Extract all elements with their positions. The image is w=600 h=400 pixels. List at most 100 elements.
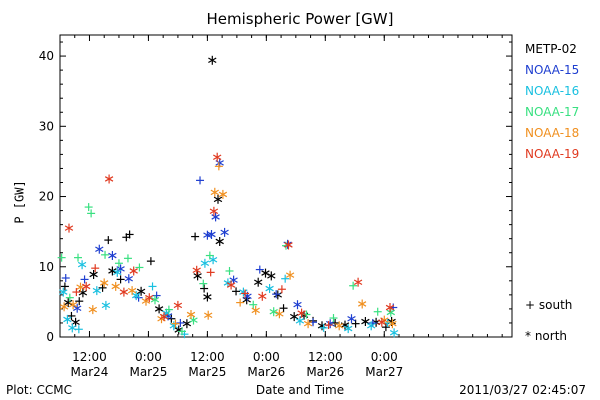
noaa-19-south-point — [241, 289, 250, 298]
noaa-18-north-point — [141, 296, 151, 306]
x-tick-time-label: 0:00 — [253, 350, 280, 364]
x-tick-date-label: Mar26 — [306, 365, 344, 379]
metp-02-north-point — [203, 292, 212, 302]
noaa-15-north-point — [73, 303, 82, 313]
noaa-19-north-point — [258, 291, 267, 301]
noaa-16-north-point — [63, 314, 72, 324]
noaa-17-south-point — [349, 281, 358, 290]
noaa-15-south-point — [255, 265, 264, 274]
metp-02-north-point — [154, 304, 164, 314]
x-tick-time-label: 0:00 — [135, 350, 162, 364]
noaa-16-south-point — [281, 274, 290, 283]
noaa-18-north-point — [388, 319, 397, 329]
legend-entry: NOAA-17 — [525, 105, 580, 119]
noaa-15-south-point — [272, 290, 281, 299]
plot-timestamp: 2011/03/27 02:45:07 — [459, 383, 586, 397]
noaa-17-south-point — [101, 250, 110, 259]
noaa-16-north-point — [131, 291, 141, 301]
metp-02-north-point — [361, 317, 370, 326]
noaa-19-north-point — [129, 266, 138, 276]
noaa-15-north-point — [211, 212, 220, 222]
noaa-19-north-point — [226, 280, 236, 290]
noaa-16-south-point — [148, 282, 157, 291]
noaa-17-south-point — [84, 203, 93, 212]
x-tick-date-label: Mar24 — [71, 365, 109, 379]
marker-key-north: * north — [525, 329, 568, 343]
noaa-17-south-point — [57, 253, 66, 262]
noaa-16-north-point — [200, 258, 210, 268]
noaa-19-north-point — [159, 312, 169, 322]
noaa-16-north-point — [295, 316, 305, 326]
noaa-19-south-point — [277, 285, 286, 294]
noaa-19-north-point — [64, 223, 74, 233]
legend-entry: NOAA-16 — [525, 84, 580, 98]
noaa-18-north-point — [186, 310, 196, 319]
noaa-18-north-point — [335, 321, 344, 331]
noaa-16-north-point — [389, 328, 399, 338]
plot-frame — [59, 34, 513, 338]
x-tick-time-label: 12:00 — [308, 350, 343, 364]
noaa-16-south-point — [74, 325, 83, 334]
metp-02-south-point — [60, 282, 69, 291]
legend-entry: NOAA-19 — [525, 147, 580, 161]
noaa-17-south-point — [205, 251, 214, 260]
noaa-17-south-point — [123, 254, 132, 263]
noaa-16-south-point — [319, 323, 328, 332]
noaa-18-north-point — [127, 286, 137, 296]
y-tick-label: 0 — [46, 330, 54, 344]
noaa-19-south-point — [324, 321, 333, 330]
noaa-19-south-point — [91, 264, 100, 273]
noaa-18-south-point — [171, 319, 180, 328]
x-tick-date-label: Mar26 — [247, 365, 285, 379]
metp-02-north-point — [182, 319, 192, 329]
noaa-15-north-point — [108, 251, 117, 260]
x-tick-date-label: Mar27 — [365, 365, 403, 379]
noaa-19-north-point — [119, 287, 129, 297]
metp-02-north-point — [317, 321, 327, 331]
y-tick-label: 30 — [39, 119, 54, 133]
noaa-17-north-point — [269, 307, 278, 317]
y-tick-label: 10 — [39, 260, 54, 274]
noaa-19-north-point — [284, 240, 293, 250]
y-tick-label: 20 — [39, 190, 54, 204]
legend-entry: NOAA-15 — [525, 63, 580, 77]
noaa-19-north-point — [297, 308, 306, 318]
noaa-16-north-point — [265, 284, 274, 293]
metp-02-north-point — [64, 298, 73, 308]
chart-title: Hemispheric Power [GW] — [206, 10, 394, 28]
noaa-18-north-point — [59, 302, 69, 312]
legend-entry: NOAA-18 — [525, 126, 580, 140]
noaa-18-north-point — [111, 281, 120, 291]
marker-key: + south * north — [525, 298, 572, 360]
metp-02-south-point — [200, 284, 209, 293]
noaa-18-south-point — [236, 298, 245, 307]
legend: METP-02 NOAA-15 NOAA-16 NOAA-17 NOAA-18 NOAA-… — [525, 42, 579, 168]
noaa-17-south-point — [74, 253, 83, 262]
noaa-19-north-point — [213, 152, 222, 162]
x-tick-time-label: 12:00 — [190, 350, 225, 364]
noaa-17-north-point — [386, 307, 395, 317]
noaa-15-north-point — [124, 274, 133, 284]
metp-02-north-point — [213, 194, 223, 204]
metp-02-north-point — [215, 237, 224, 246]
noaa-17-south-point — [164, 305, 173, 314]
noaa-18-north-point — [88, 305, 97, 315]
metp-02-south-point — [381, 323, 390, 332]
noaa-16-north-point — [344, 324, 353, 334]
metp-02-north-point — [89, 270, 98, 279]
x-tick-time-label: 12:00 — [72, 350, 107, 364]
noaa-17-south-point — [225, 266, 234, 275]
noaa-16-north-point — [367, 321, 376, 331]
metp-02-south-point — [146, 257, 155, 266]
noaa-19-north-point — [209, 206, 219, 216]
metp-02-south-point — [67, 311, 76, 320]
noaa-17-south-point — [135, 263, 144, 272]
noaa-18-north-point — [210, 187, 219, 197]
noaa-16-north-point — [92, 286, 102, 296]
noaa-19-north-point — [173, 300, 183, 310]
noaa-17-south-point — [178, 327, 187, 336]
plot-credit: Plot: CCMC — [6, 383, 72, 397]
noaa-18-north-point — [251, 305, 260, 315]
noaa-15-north-point — [95, 244, 104, 254]
x-axis-label: Date and Time — [255, 383, 345, 397]
